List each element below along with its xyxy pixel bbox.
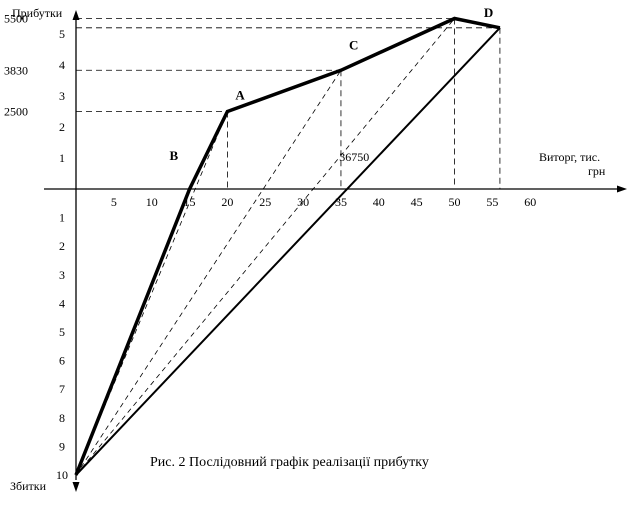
point-label-d: D — [484, 5, 493, 20]
y-value-label: 3830 — [4, 63, 28, 77]
y-axis-label-profit: Прибутки — [12, 6, 63, 20]
y-tick-label-loss: 4 — [59, 296, 65, 310]
y-tick-label-loss: 1 — [59, 211, 65, 225]
dashed-diagonal-line — [75, 70, 342, 476]
dashed-diagonal-line — [75, 18, 455, 476]
point-label-c: C — [349, 37, 358, 52]
y-value-label: 5500 — [4, 12, 28, 26]
x-tick-label: 40 — [373, 195, 385, 209]
figure-caption: Рис. 2 Послідовний графік реалізації при… — [150, 455, 429, 470]
x-axis-label-line1: Виторг, тис. — [539, 150, 600, 164]
x-tick-label: 25 — [259, 195, 271, 209]
y-value-label: 2500 — [4, 105, 28, 119]
x-tick-label: 35 — [335, 195, 347, 209]
y-tick-label-profit: 5 — [59, 27, 65, 41]
x-tick-label: 50 — [449, 195, 461, 209]
x-tick-label: 55 — [486, 195, 498, 209]
y-tick-label-profit: 4 — [59, 58, 65, 72]
x-tick-label: 20 — [221, 195, 233, 209]
x-tick-label: 5 — [111, 195, 117, 209]
y-tick-label-loss: 9 — [59, 439, 65, 453]
y-tick-label-profit: 1 — [59, 151, 65, 165]
y-tick-label-loss: 8 — [59, 411, 65, 425]
point-label-a: A — [235, 88, 245, 103]
y-axis-arrow-down — [72, 482, 80, 492]
y-tick-label-loss: 10 — [56, 468, 68, 482]
x-tick-label: 60 — [524, 195, 536, 209]
break-even-annotation: 36750 — [339, 150, 369, 164]
y-axis-label-loss: Збитки — [10, 479, 47, 493]
y-tick-label-profit: 3 — [59, 89, 65, 103]
y-tick-label-loss: 5 — [59, 325, 65, 339]
y-tick-label-loss: 2 — [59, 239, 65, 253]
x-axis-arrow — [617, 185, 627, 193]
y-tick-label-loss: 3 — [59, 268, 65, 282]
x-tick-label: 45 — [411, 195, 423, 209]
y-axis-arrow-up — [72, 10, 80, 20]
point-label-b: B — [170, 148, 179, 163]
x-axis-label-line2: грн — [588, 164, 606, 178]
x-tick-label: 30 — [297, 195, 309, 209]
profit-path-line — [74, 16, 501, 476]
total-diagonal-line — [75, 27, 501, 476]
x-tick-label: 10 — [146, 195, 158, 209]
y-tick-label-profit: 2 — [59, 120, 65, 134]
y-tick-label-loss: 6 — [59, 354, 65, 368]
y-tick-label-loss: 7 — [59, 382, 65, 396]
